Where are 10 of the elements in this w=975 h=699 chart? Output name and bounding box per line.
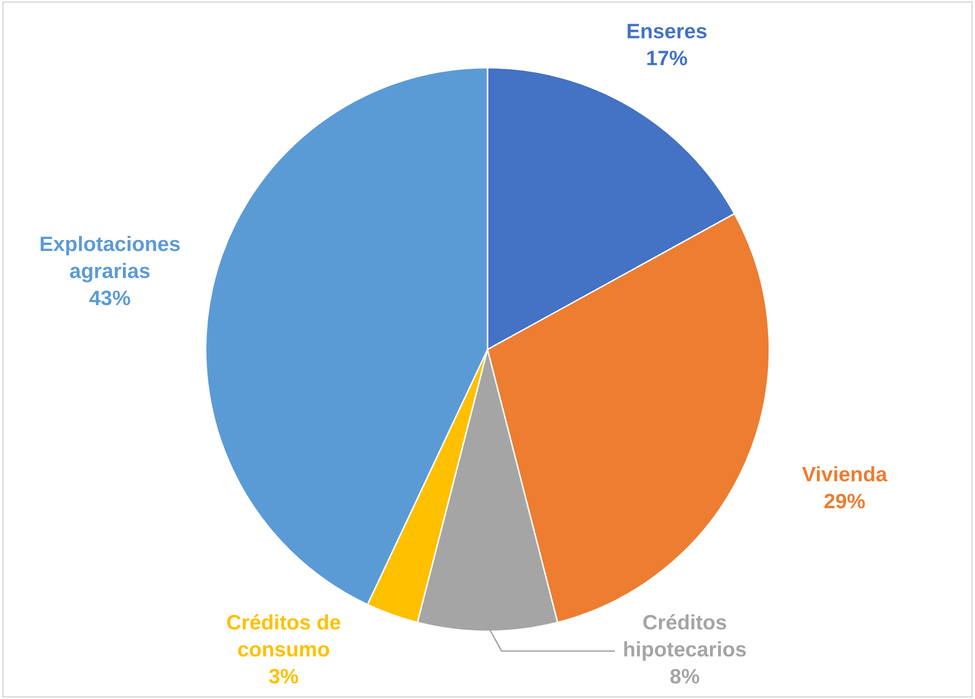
slice-label: Créditos de consumo [227, 614, 340, 657]
data-label: 17% [647, 50, 688, 66]
slice-label: Créditos hipotecarios [624, 614, 746, 661]
slice-label: Explotaciones agrarias [40, 236, 180, 282]
slice-label: Vivienda [802, 466, 888, 482]
data-label: 8% [670, 668, 700, 684]
data-label: 3% [269, 668, 298, 684]
slice-label: Enseres [628, 24, 706, 38]
data-label: 43% [89, 290, 130, 306]
data-label: 29% [824, 494, 865, 508]
